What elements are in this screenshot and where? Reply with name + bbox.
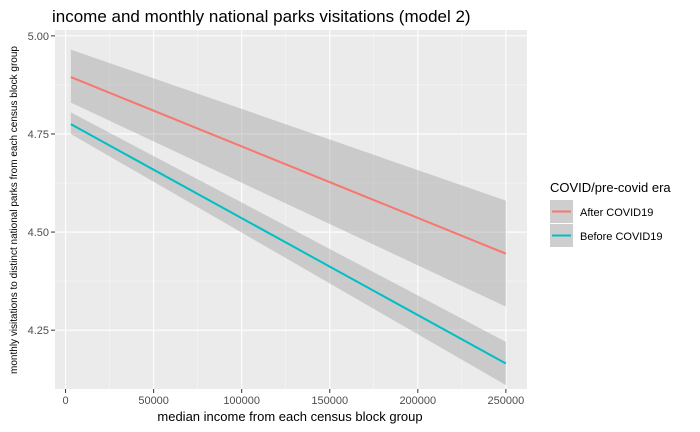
y-tick-label: 4.50	[28, 227, 49, 239]
legend-label: Before COVID19	[580, 231, 663, 243]
y-tick-label: 4.25	[28, 325, 49, 337]
series-line-0	[70, 76, 507, 255]
major-gridlines	[55, 30, 527, 389]
x-axis-title: median income from each census block gro…	[157, 409, 422, 424]
x-tick-label: 100000	[223, 395, 260, 407]
x-tick-label: 250000	[488, 395, 525, 407]
plot-panel	[55, 30, 527, 389]
y-tick-label: 5.00	[28, 31, 49, 43]
x-axis-ticks: 0 50000 100000 150000 200000 250000	[63, 389, 525, 407]
legend-title: COVID/pre-covid era	[550, 180, 671, 195]
x-tick-label: 0	[63, 395, 69, 407]
legend: COVID/pre-covid era After COVID19 Before …	[550, 180, 671, 247]
series-line-1	[70, 123, 507, 365]
x-tick-label: 150000	[311, 395, 348, 407]
x-tick-label: 50000	[138, 395, 169, 407]
confidence-ribbon-0	[70, 49, 506, 307]
y-axis-title: monthly visitations to distinct national…	[9, 46, 20, 374]
chart-title: income and monthly national parks visita…	[52, 7, 471, 26]
confidence-ribbons	[70, 49, 506, 386]
legend-label: After COVID19	[580, 207, 653, 219]
confidence-ribbon-1	[70, 112, 506, 386]
minor-gridlines	[55, 30, 527, 389]
y-tick-label: 4.75	[28, 129, 49, 141]
x-tick-label: 200000	[399, 395, 436, 407]
y-axis-ticks: 4.25 4.50 4.75 5.00	[28, 31, 55, 337]
series-lines	[70, 76, 507, 365]
